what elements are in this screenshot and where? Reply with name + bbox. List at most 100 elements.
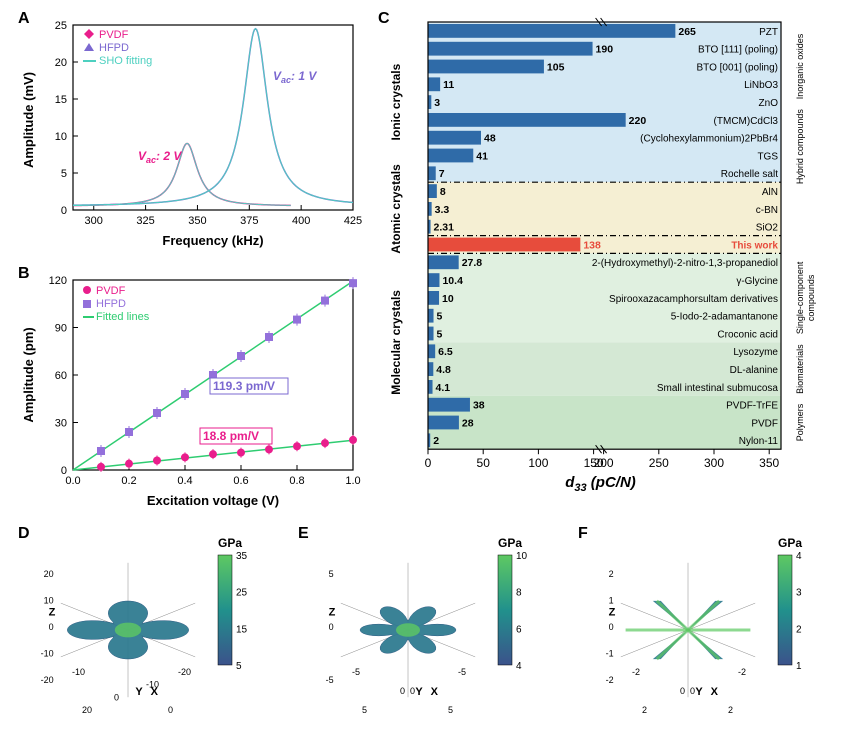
svg-text:(Cyclohexylammonium)2PbBr4: (Cyclohexylammonium)2PbBr4 bbox=[640, 134, 778, 145]
svg-text:2: 2 bbox=[433, 435, 439, 447]
panel-c-chart: 265PZT190BTO [111] (poling)105BTO [001] … bbox=[378, 10, 833, 512]
svg-text:-5: -5 bbox=[352, 667, 360, 677]
svg-text:5: 5 bbox=[437, 328, 443, 340]
svg-text:90: 90 bbox=[55, 323, 67, 335]
svg-text:Single-component: Single-component bbox=[795, 261, 805, 334]
svg-text:5-Iodo-2-adamantanone: 5-Iodo-2-adamantanone bbox=[671, 312, 779, 323]
svg-text:41: 41 bbox=[476, 150, 488, 162]
svg-text:28: 28 bbox=[462, 417, 474, 429]
svg-text:10: 10 bbox=[44, 596, 54, 606]
svg-text:BTO [111] (poling): BTO [111] (poling) bbox=[698, 45, 778, 56]
legend-pvdf: PVDF bbox=[99, 29, 129, 41]
svg-text:DL-alanine: DL-alanine bbox=[730, 365, 779, 376]
svg-text:TGS: TGS bbox=[757, 151, 778, 162]
svg-text:Polymers: Polymers bbox=[795, 403, 805, 441]
svg-text:50: 50 bbox=[477, 456, 491, 470]
svg-text:Hybrid compounds: Hybrid compounds bbox=[795, 109, 805, 185]
panel-a: A 300325350375400425 0510152025 PVDF HFP… bbox=[18, 10, 368, 250]
svg-text:0: 0 bbox=[609, 622, 614, 632]
svg-text:425: 425 bbox=[344, 215, 362, 227]
svg-text:400: 400 bbox=[292, 215, 310, 227]
svg-text:Croconic acid: Croconic acid bbox=[717, 329, 778, 340]
svg-text:15: 15 bbox=[236, 624, 248, 635]
svg-text:This work: This work bbox=[731, 240, 778, 251]
svg-text:300: 300 bbox=[704, 456, 724, 470]
svg-text:Rochelle salt: Rochelle salt bbox=[721, 169, 778, 180]
svg-text:5: 5 bbox=[437, 311, 443, 323]
vac-2v-label: Vac: 2 V bbox=[138, 149, 182, 165]
svg-text:4.1: 4.1 bbox=[436, 382, 451, 394]
svg-text:20: 20 bbox=[55, 57, 67, 69]
svg-text:2: 2 bbox=[796, 624, 802, 635]
panel-f: F XYZ-2-1012-202-202GPa1234 bbox=[578, 525, 833, 735]
panel-e-3d: XYZ-505-505-505GPa46810 bbox=[298, 525, 568, 735]
svg-text:3: 3 bbox=[796, 588, 802, 599]
svg-text:6.5: 6.5 bbox=[438, 346, 453, 358]
panel-e-label: E bbox=[298, 525, 309, 543]
svg-text:2-(Hydroxymethyl)-2-nitro-1,3-: 2-(Hydroxymethyl)-2-nitro-1,3-propanedio… bbox=[592, 258, 778, 269]
svg-text:-10: -10 bbox=[146, 680, 159, 690]
panel-c: C 265PZT190BTO [111] (poling)105BTO [001… bbox=[378, 10, 833, 512]
legend-fitted: Fitted lines bbox=[96, 311, 150, 323]
square-icon bbox=[83, 300, 91, 308]
panel-d-label: D bbox=[18, 525, 30, 543]
svg-text:8: 8 bbox=[516, 588, 522, 599]
slope-hfpd-label: 119.3 pm/V bbox=[213, 379, 275, 393]
svg-text:20: 20 bbox=[82, 705, 92, 715]
panel-c-label: C bbox=[378, 10, 390, 28]
svg-text:25: 25 bbox=[236, 588, 248, 599]
panel-d-3d: XYZ-20-1001020-100-20-10020GPa5152535 bbox=[18, 525, 288, 735]
svg-text:Ionic crystals: Ionic crystals bbox=[389, 63, 403, 140]
svg-text:0.0: 0.0 bbox=[65, 475, 80, 487]
svg-text:20: 20 bbox=[44, 569, 54, 579]
svg-text:1: 1 bbox=[796, 661, 802, 672]
svg-text:190: 190 bbox=[596, 44, 614, 56]
svg-text:10: 10 bbox=[55, 131, 67, 143]
svg-text:48: 48 bbox=[484, 133, 496, 145]
svg-text:(TMCM)CdCl3: (TMCM)CdCl3 bbox=[714, 116, 779, 127]
svg-text:PVDF: PVDF bbox=[751, 418, 778, 429]
svg-text:SiO2: SiO2 bbox=[756, 223, 779, 234]
svg-text:100: 100 bbox=[528, 456, 548, 470]
svg-text:325: 325 bbox=[136, 215, 154, 227]
svg-text:-1: -1 bbox=[606, 648, 614, 658]
svg-text:4.8: 4.8 bbox=[436, 364, 451, 376]
svg-text:0: 0 bbox=[425, 456, 432, 470]
panel-b: B 0.00.20.40.60.81.0 0306090120 PVDF HFP… bbox=[18, 265, 368, 510]
svg-text:1: 1 bbox=[609, 596, 614, 606]
xlabel-a: Frequency (kHz) bbox=[162, 233, 263, 248]
svg-text:250: 250 bbox=[649, 456, 669, 470]
svg-text:2: 2 bbox=[728, 705, 733, 715]
panel-b-chart: 0.00.20.40.60.81.0 0306090120 PVDF HFPD … bbox=[18, 265, 368, 510]
svg-text:3: 3 bbox=[434, 97, 440, 109]
svg-text:Atomic crystals: Atomic crystals bbox=[389, 164, 403, 254]
svg-text:c-BN: c-BN bbox=[756, 205, 778, 216]
svg-text:4: 4 bbox=[796, 551, 802, 562]
svg-text:6: 6 bbox=[516, 624, 522, 635]
svg-text:-2: -2 bbox=[632, 667, 640, 677]
svg-text:10.4: 10.4 bbox=[442, 275, 463, 287]
svg-text:5: 5 bbox=[61, 168, 67, 180]
svg-text:0: 0 bbox=[61, 205, 67, 217]
svg-text:AlN: AlN bbox=[762, 187, 778, 198]
svg-text:265: 265 bbox=[678, 26, 696, 38]
ylabel-a: Amplitude (mV) bbox=[21, 72, 36, 168]
svg-text:120: 120 bbox=[49, 275, 67, 287]
svg-text:-20: -20 bbox=[178, 667, 191, 677]
svg-text:γ-Glycine: γ-Glycine bbox=[736, 276, 778, 287]
svg-text:300: 300 bbox=[85, 215, 103, 227]
svg-text:Biomaterials: Biomaterials bbox=[795, 344, 805, 394]
legend-hfpd: HFPD bbox=[99, 42, 129, 54]
svg-text:-2: -2 bbox=[738, 667, 746, 677]
svg-text:38: 38 bbox=[473, 400, 485, 412]
svg-text:0: 0 bbox=[329, 622, 334, 632]
svg-text:Z: Z bbox=[609, 607, 616, 619]
svg-text:0: 0 bbox=[168, 705, 173, 715]
svg-text:3.3: 3.3 bbox=[435, 204, 450, 216]
svg-text:-2: -2 bbox=[606, 675, 614, 685]
svg-text:d33 (pC/N): d33 (pC/N) bbox=[565, 474, 636, 494]
svg-text:Molecular crystals: Molecular crystals bbox=[389, 290, 403, 395]
svg-text:35: 35 bbox=[236, 551, 248, 562]
svg-text:375: 375 bbox=[240, 215, 258, 227]
svg-text:Y: Y bbox=[415, 686, 423, 698]
